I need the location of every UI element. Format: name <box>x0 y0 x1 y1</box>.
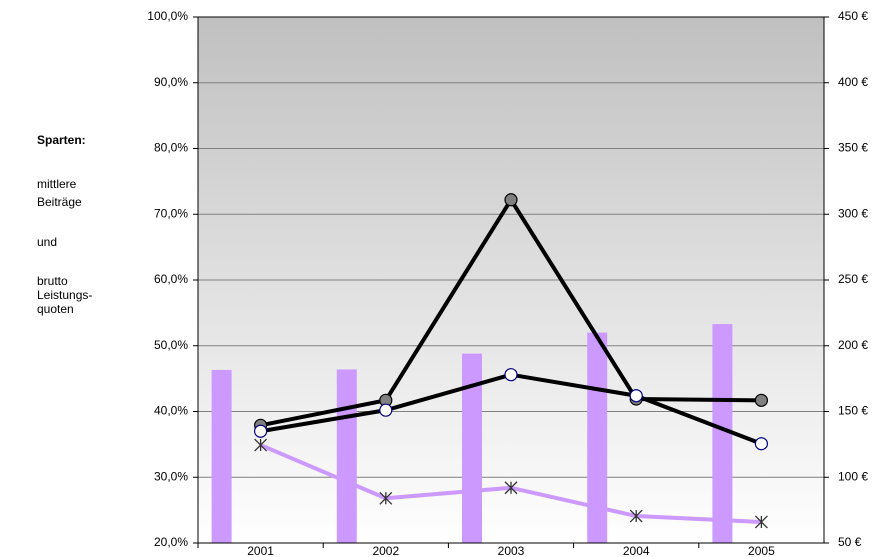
y-tick-label: 70,0% <box>154 206 188 220</box>
marker <box>254 438 268 452</box>
x-tick-label: 2003 <box>498 544 525 557</box>
bar <box>712 324 733 543</box>
annotation: und <box>37 235 57 249</box>
y2-tick-label: 100 € <box>838 469 868 483</box>
marker <box>504 368 518 382</box>
x-tick-label: 2004 <box>623 544 650 557</box>
bar <box>587 332 608 543</box>
y2-tick-label: 400 € <box>838 75 868 89</box>
y-tick-label: 50,0% <box>154 338 188 352</box>
y2-tick-label: 300 € <box>838 206 868 220</box>
y2-tick-label: 250 € <box>838 272 868 286</box>
y-tick-label: 30,0% <box>154 469 188 483</box>
annotation: Leistungs- <box>37 288 92 302</box>
marker <box>504 193 518 207</box>
annotation: mittlere <box>37 177 77 191</box>
marker <box>379 491 393 505</box>
x-tick-label: 2001 <box>247 544 274 557</box>
y2-tick-label: 200 € <box>838 338 868 352</box>
marker <box>754 393 769 407</box>
y2-tick-label: 50 € <box>838 535 862 549</box>
y-tick-label: 60,0% <box>154 272 188 286</box>
annotation: Sparten: <box>37 133 86 147</box>
annotation: Beiträge <box>37 195 82 209</box>
marker <box>629 389 643 403</box>
y2-tick-label: 150 € <box>838 404 868 418</box>
y-tick-label: 80,0% <box>154 141 188 155</box>
bar <box>211 369 232 543</box>
y2-tick-label: 450 € <box>838 9 868 23</box>
marker <box>754 515 768 529</box>
annotation: brutto <box>37 274 68 288</box>
y-tick-label: 20,0% <box>154 535 188 549</box>
y-tick-label: 100,0% <box>147 9 188 23</box>
bar <box>462 353 482 543</box>
marker <box>754 437 769 451</box>
x-tick-label: 2005 <box>748 544 775 557</box>
bar <box>336 369 357 543</box>
plot-border <box>197 16 825 544</box>
y-tick-label: 40,0% <box>154 404 188 418</box>
annotation: quoten <box>37 302 74 316</box>
y-tick-label: 90,0% <box>154 75 188 89</box>
marker <box>504 481 518 495</box>
y2-tick-label: 350 € <box>838 141 868 155</box>
marker <box>629 509 643 523</box>
x-tick-label: 2002 <box>372 544 399 557</box>
marker <box>379 403 393 417</box>
marker <box>254 424 268 438</box>
